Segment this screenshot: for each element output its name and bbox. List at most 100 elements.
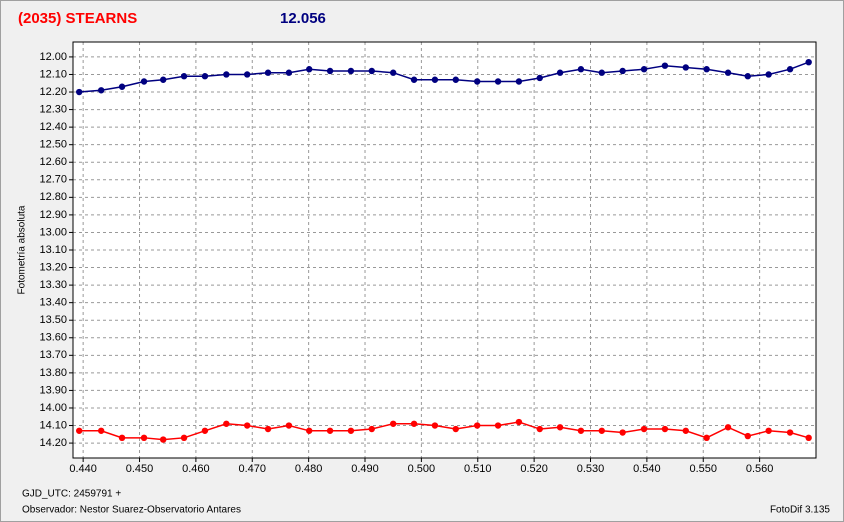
y-tick-label: 13.90 bbox=[39, 384, 67, 396]
y-tick-label: 12.70 bbox=[39, 174, 67, 186]
data-point bbox=[264, 425, 272, 433]
data-point bbox=[744, 73, 751, 80]
chart-subtitle: 12.056 bbox=[280, 10, 326, 27]
y-tick-label: 13.10 bbox=[39, 244, 67, 256]
data-point bbox=[765, 71, 772, 78]
data-point bbox=[805, 58, 812, 66]
x-tick-label: 0.530 bbox=[577, 463, 605, 475]
data-point bbox=[703, 66, 710, 73]
data-point bbox=[264, 69, 272, 76]
data-point bbox=[724, 69, 732, 76]
data-point bbox=[390, 420, 397, 427]
data-point bbox=[180, 434, 188, 442]
data-point bbox=[410, 76, 418, 83]
y-tick-label: 12.60 bbox=[39, 156, 67, 168]
data-point bbox=[201, 73, 209, 80]
data-point bbox=[640, 425, 648, 433]
data-point bbox=[97, 427, 105, 434]
data-point bbox=[76, 427, 83, 434]
data-point bbox=[140, 78, 148, 85]
y-tick-label: 14.00 bbox=[39, 402, 67, 414]
data-point bbox=[180, 73, 188, 80]
data-point bbox=[682, 427, 689, 434]
data-point bbox=[410, 420, 418, 427]
x-tick-label: 0.510 bbox=[464, 463, 492, 475]
x-tick-label: 0.490 bbox=[351, 463, 379, 475]
y-tick-label: 13.80 bbox=[39, 367, 67, 379]
y-tick-label: 13.70 bbox=[39, 349, 67, 361]
y-tick-label: 13.00 bbox=[39, 226, 67, 238]
x-tick-label: 0.440 bbox=[69, 463, 97, 475]
data-point bbox=[431, 76, 439, 83]
data-point bbox=[431, 422, 439, 429]
x-tick-label: 0.550 bbox=[689, 463, 717, 475]
y-tick-label: 13.40 bbox=[39, 297, 67, 309]
x-axis-label: GJD_UTC: 2459791 + bbox=[22, 489, 121, 500]
x-tick-label: 0.560 bbox=[746, 463, 774, 475]
data-point bbox=[140, 434, 148, 442]
data-point bbox=[619, 67, 626, 75]
data-point bbox=[577, 427, 585, 434]
y-tick-label: 12.80 bbox=[39, 191, 67, 203]
data-point bbox=[306, 427, 313, 434]
y-tick-label: 13.30 bbox=[39, 279, 67, 291]
data-point bbox=[556, 424, 564, 431]
data-point bbox=[619, 429, 626, 436]
y-tick-label: 12.00 bbox=[39, 51, 67, 63]
data-point bbox=[159, 436, 167, 443]
data-point bbox=[703, 434, 710, 442]
data-point bbox=[452, 76, 459, 83]
data-point bbox=[390, 69, 397, 76]
data-point bbox=[243, 71, 251, 78]
x-tick-label: 0.480 bbox=[295, 463, 323, 475]
y-tick-label: 12.10 bbox=[39, 68, 67, 80]
data-point bbox=[598, 69, 605, 76]
y-tick-label: 13.50 bbox=[39, 314, 67, 326]
y-tick-label: 12.20 bbox=[39, 86, 67, 98]
series-line bbox=[79, 61, 809, 93]
data-point bbox=[765, 427, 772, 434]
data-point bbox=[473, 422, 481, 429]
data-point bbox=[326, 427, 334, 434]
data-point bbox=[786, 66, 794, 73]
data-point bbox=[661, 425, 669, 433]
chart-title: (2035) STEARNS bbox=[18, 10, 137, 27]
data-point bbox=[786, 429, 794, 436]
y-tick-label: 12.50 bbox=[39, 139, 67, 151]
data-point bbox=[536, 74, 543, 82]
y-axis-label: Fotometría absoluta bbox=[17, 205, 28, 294]
data-point bbox=[744, 432, 751, 440]
data-point bbox=[223, 420, 230, 427]
data-point bbox=[661, 62, 669, 69]
plot-border bbox=[72, 41, 817, 459]
data-point bbox=[368, 425, 375, 433]
data-point bbox=[97, 87, 105, 94]
data-point bbox=[536, 425, 543, 433]
data-point bbox=[494, 78, 502, 85]
data-point bbox=[515, 78, 523, 85]
series-line bbox=[79, 421, 809, 441]
data-point bbox=[805, 434, 812, 442]
x-tick-label: 0.460 bbox=[182, 463, 210, 475]
x-tick-label: 0.500 bbox=[408, 463, 436, 475]
data-point bbox=[118, 83, 126, 90]
y-tick-label: 14.10 bbox=[39, 419, 67, 431]
data-point bbox=[577, 66, 585, 73]
x-tick-label: 0.540 bbox=[633, 463, 661, 475]
data-point bbox=[76, 88, 83, 96]
data-point bbox=[223, 71, 230, 78]
data-point bbox=[724, 424, 732, 431]
data-point bbox=[285, 69, 293, 76]
y-tick-label: 13.60 bbox=[39, 332, 67, 344]
data-point bbox=[682, 64, 689, 71]
y-tick-label: 14.20 bbox=[39, 437, 67, 449]
x-tick-label: 0.450 bbox=[126, 463, 154, 475]
data-point bbox=[473, 78, 481, 85]
y-tick-label: 12.90 bbox=[39, 209, 67, 221]
data-point bbox=[347, 67, 355, 75]
x-tick-label: 0.470 bbox=[239, 463, 267, 475]
footer-left: Observador: Nestor Suarez-Observatorio A… bbox=[22, 505, 241, 516]
footer-right: FotoDif 3.135 bbox=[770, 505, 830, 516]
y-tick-label: 13.20 bbox=[39, 261, 67, 273]
data-point bbox=[368, 67, 375, 75]
